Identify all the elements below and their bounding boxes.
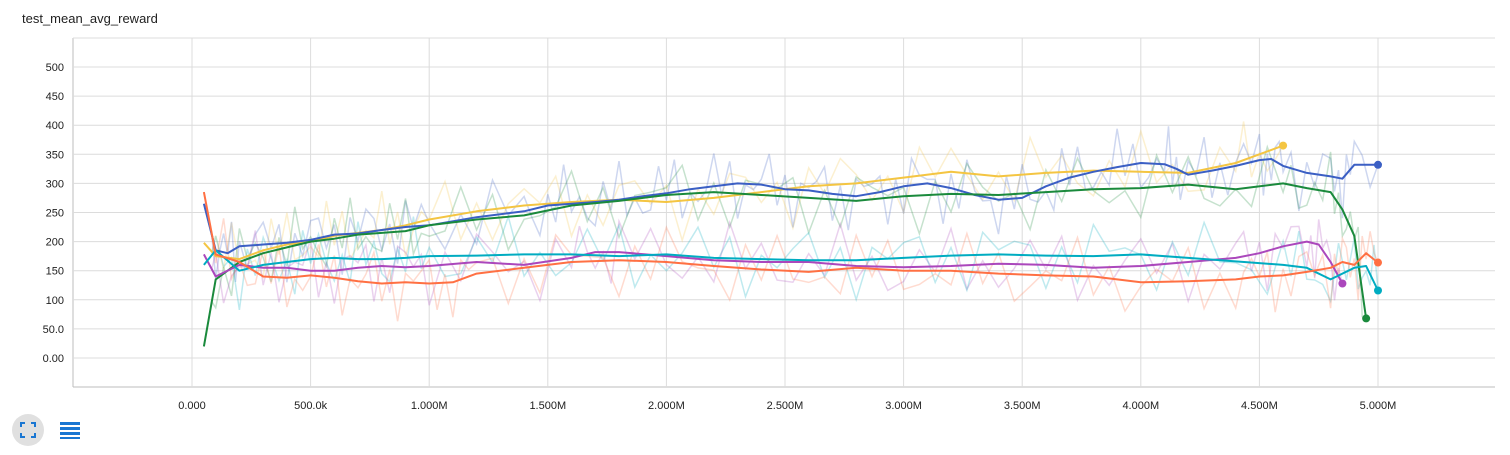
y-tick-label: 350 xyxy=(46,149,64,161)
chart-grid xyxy=(72,37,1495,388)
y-tick-label: 100 xyxy=(46,295,64,307)
y-tick-label: 50.0 xyxy=(43,324,64,336)
y-tick-label: 500 xyxy=(46,62,64,74)
x-axis-ticks: 0.000 500.0k 1.000M 1.500M 2.000M 2.500M 3.000… xyxy=(178,400,1396,410)
y-axis-ticks: 0.00 50.0 100 150 200 250 300 350 400 450 500 xyxy=(43,62,64,365)
chart-title: test_mean_avg_reward xyxy=(22,11,158,26)
fit-domain-icon xyxy=(20,422,36,438)
y-tick-label: 200 xyxy=(46,237,64,249)
x-tick-label: 1.000M xyxy=(411,400,448,410)
y-tick-label: 250 xyxy=(46,208,64,220)
series-endpoints-group xyxy=(1279,141,1382,323)
series-line xyxy=(203,249,1379,291)
series-endpoint xyxy=(1279,141,1288,150)
chart-toolbar xyxy=(12,414,86,446)
y-tick-label: 150 xyxy=(46,266,64,278)
series-endpoint xyxy=(1374,160,1382,169)
x-tick-label: 3.500M xyxy=(1004,400,1041,410)
x-tick-label: 2.000M xyxy=(648,400,685,410)
raw-series-line xyxy=(203,121,1284,280)
fit-domain-button[interactable] xyxy=(12,414,44,446)
series-endpoint xyxy=(1374,258,1382,267)
raw-series-line xyxy=(203,191,1379,322)
toggle-log-list-button[interactable] xyxy=(54,414,86,446)
series-endpoint xyxy=(1374,286,1382,295)
series-line xyxy=(202,158,1378,255)
series-line xyxy=(202,182,1368,347)
y-tick-label: 0.00 xyxy=(43,353,64,365)
x-tick-label: 5.000M xyxy=(1360,400,1397,410)
y-tick-label: 400 xyxy=(46,120,64,132)
y-tick-label: 450 xyxy=(46,91,64,103)
x-tick-label: 4.000M xyxy=(1122,400,1159,410)
y-tick-label: 300 xyxy=(46,178,64,190)
x-tick-label: 500.0k xyxy=(294,400,328,410)
x-tick-label: 3.000M xyxy=(885,400,922,410)
raw-series-line xyxy=(203,126,1379,283)
toggle-log-list-icon xyxy=(60,422,80,439)
raw-series-line xyxy=(203,218,1344,306)
series-line xyxy=(203,240,1344,284)
line-chart: 0.00 50.0 100 150 200 250 300 350 400 450 500 0.00… xyxy=(43,37,1495,410)
smoothed-series-group xyxy=(202,144,1379,347)
x-tick-label: 2.500M xyxy=(767,400,804,410)
x-tick-label: 1.500M xyxy=(529,400,566,410)
series-endpoint xyxy=(1362,314,1371,323)
series-line xyxy=(202,191,1379,285)
series-endpoint xyxy=(1338,279,1347,288)
x-tick-label: 0.000 xyxy=(178,400,206,410)
x-tick-label: 4.500M xyxy=(1241,400,1278,410)
